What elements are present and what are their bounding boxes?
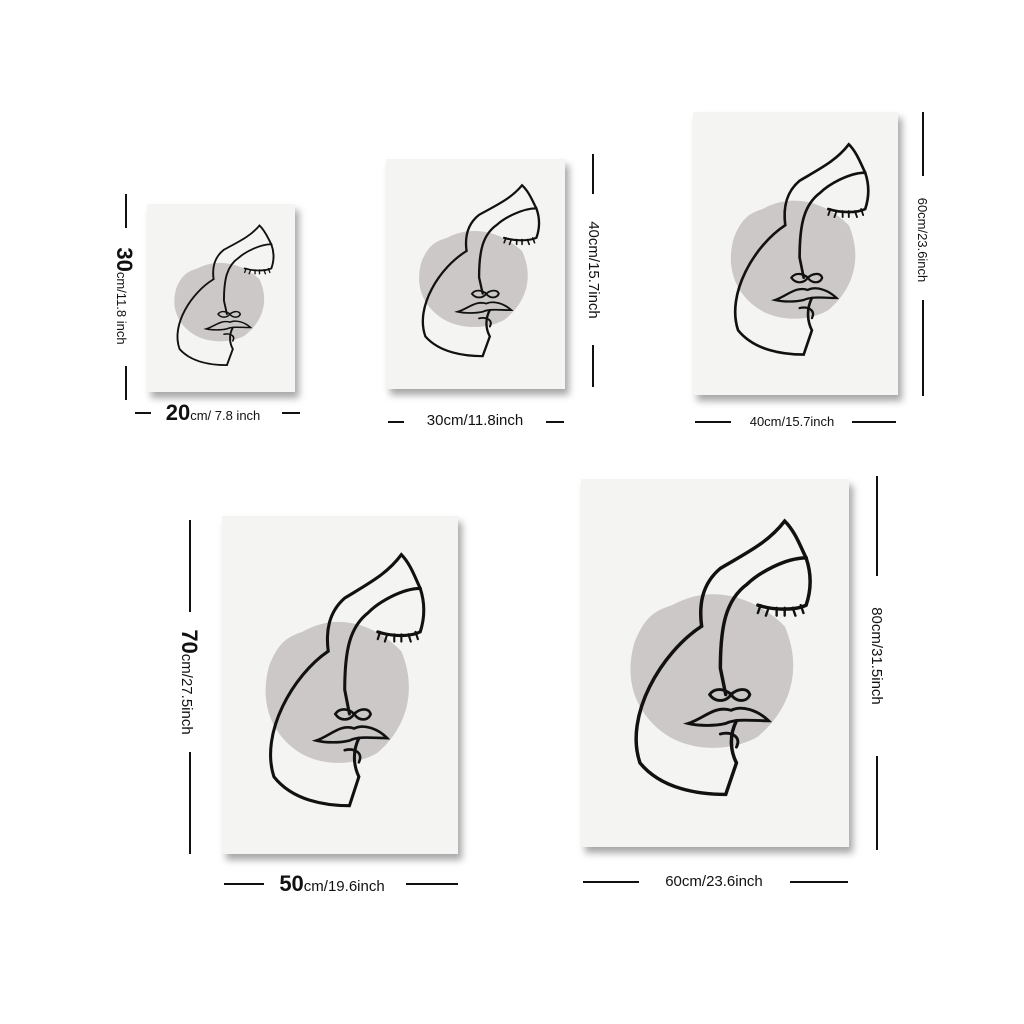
height-value-rest: cm/11.8 inch	[114, 272, 129, 345]
width-value-rest: 30cm/11.8inch	[427, 412, 523, 429]
width-value-rest: 60cm/23.6inch	[665, 873, 763, 890]
width-label-60x80: 60cm/23.6inch	[665, 873, 763, 891]
width-value-rest: cm/ 7.8 inch	[190, 408, 260, 423]
height-line-top	[922, 112, 924, 176]
width-line-right	[790, 881, 848, 883]
height-label-30x40: 40cm/15.7inch	[584, 221, 602, 319]
height-label-60x80: 80cm/31.5inch	[867, 607, 885, 705]
line-face-artwork	[386, 159, 565, 389]
height-line-bottom	[592, 345, 594, 387]
width-line-left	[388, 421, 404, 423]
poster-60x80	[581, 479, 849, 847]
height-value-rest: cm/27.5inch	[178, 654, 195, 735]
height-line-bottom	[189, 752, 191, 854]
height-line-top	[189, 520, 191, 612]
height-value-rest: 40cm/15.7inch	[585, 221, 602, 319]
height-label-20x30: 30cm/11.8 inch	[111, 247, 137, 344]
width-label-50x70: 50cm/19.6inch	[279, 871, 384, 897]
width-label-20x30: 20cm/ 7.8 inch	[166, 400, 261, 426]
line-face-artwork	[147, 204, 295, 392]
height-value-rest: 80cm/31.5inch	[868, 607, 885, 705]
width-line-right	[282, 412, 300, 414]
height-value-big: 70	[177, 629, 202, 653]
poster-20x30	[147, 204, 295, 392]
height-value-big: 30	[112, 247, 137, 271]
width-value-rest: cm/19.6inch	[304, 878, 385, 895]
width-line-right	[852, 421, 896, 423]
width-value-rest: 40cm/15.7inch	[750, 414, 835, 429]
height-line-top	[592, 154, 594, 194]
width-value-big: 50	[279, 871, 303, 896]
width-line-left	[224, 883, 264, 885]
height-line-bottom	[922, 300, 924, 396]
width-line-left	[135, 412, 151, 414]
poster-30x40	[386, 159, 565, 389]
width-line-right	[546, 421, 564, 423]
width-line-left	[583, 881, 639, 883]
height-label-50x70: 70cm/27.5inch	[176, 629, 202, 734]
width-label-40x60: 40cm/15.7inch	[750, 413, 835, 431]
line-face-artwork	[581, 479, 849, 847]
height-line-bottom	[876, 756, 878, 850]
height-line-top	[876, 476, 878, 576]
height-value-rest: 60cm/23.6inch	[915, 198, 930, 283]
width-line-left	[695, 421, 731, 423]
poster-50x70	[222, 516, 458, 854]
height-label-40x60: 60cm/23.6inch	[913, 198, 931, 283]
height-line-bottom	[125, 366, 127, 400]
height-line-top	[125, 194, 127, 228]
width-value-big: 20	[166, 400, 190, 425]
line-face-artwork	[693, 112, 898, 395]
width-label-30x40: 30cm/11.8inch	[427, 412, 523, 430]
width-line-right	[406, 883, 458, 885]
poster-40x60	[693, 112, 898, 395]
line-face-artwork	[222, 516, 458, 854]
